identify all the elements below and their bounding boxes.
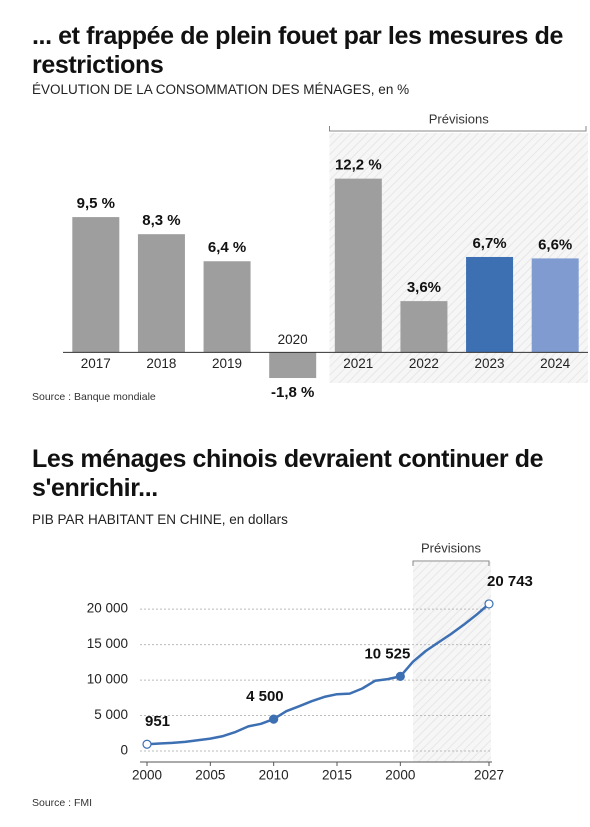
forecast-area	[413, 562, 491, 762]
point	[142, 739, 152, 749]
x-tick-label: 2005	[195, 768, 225, 783]
forecast-label: Prévisions	[429, 111, 489, 126]
value-label: 6,6%	[538, 236, 572, 253]
y-tick-label: 10 000	[87, 672, 128, 687]
x-tick-label: 2021	[343, 356, 373, 371]
x-tick-label: 2000	[385, 768, 415, 783]
x-tick-label: 2020	[278, 332, 308, 347]
forecast-bracket	[412, 560, 490, 566]
y-tick-label: 20 000	[87, 601, 128, 616]
x-tick-label: 2010	[259, 768, 289, 783]
value-label: -1,8 %	[271, 384, 314, 401]
chart-title: Les ménages chinois devraient continuer …	[32, 445, 544, 502]
value-label: 6,4 %	[208, 239, 246, 256]
value-label: 9,5 %	[77, 195, 115, 212]
bar	[203, 261, 251, 353]
bar	[466, 256, 514, 353]
chart-subtitle: ÉVOLUTION DE LA CONSOMMATION DES MÉNAGES…	[32, 82, 410, 97]
line	[146, 602, 490, 746]
forecast-bracket	[329, 126, 587, 132]
chart-title: ... et frappée de plein fouet par les me…	[32, 22, 563, 79]
point	[395, 671, 405, 681]
value-label: 20 743	[487, 573, 533, 590]
value-label: 10 525	[364, 645, 410, 662]
bar	[269, 352, 317, 379]
bar	[137, 234, 185, 353]
y-tick-label: 5 000	[94, 707, 128, 722]
chart-subtitle: PIB PAR HABITANT EN CHINE, en dollars	[32, 512, 288, 527]
source: Source : Banque mondiale	[32, 391, 156, 403]
x-tick-label: 2019	[212, 356, 242, 371]
x-tick-label: 2015	[322, 768, 352, 783]
bar	[400, 301, 448, 353]
x-tick-label: 2024	[540, 356, 571, 371]
x-tick-label: 2018	[146, 356, 176, 371]
value-label: 951	[145, 713, 170, 730]
x-tick-label: 2027	[474, 768, 504, 783]
point	[269, 714, 279, 724]
value-label: 12,2 %	[335, 157, 382, 174]
y-tick-label: 0	[120, 743, 128, 758]
source: Source : FMI	[32, 797, 93, 809]
x-tick-label: 2000	[132, 768, 162, 783]
bar	[531, 258, 579, 353]
x-tick-label: 2017	[81, 356, 111, 371]
forecast-label: Prévisions	[421, 540, 481, 555]
x-tick-label: 2023	[475, 356, 505, 371]
bar	[72, 217, 120, 353]
x-tick-label: 2022	[409, 356, 439, 371]
value-label: 3,6%	[407, 279, 441, 296]
value-label: 4 500	[246, 688, 284, 705]
value-label: 6,7%	[472, 235, 506, 252]
y-tick-label: 15 000	[87, 636, 128, 651]
value-label: 8,3 %	[142, 212, 180, 229]
bar	[334, 178, 382, 353]
point	[484, 599, 494, 609]
